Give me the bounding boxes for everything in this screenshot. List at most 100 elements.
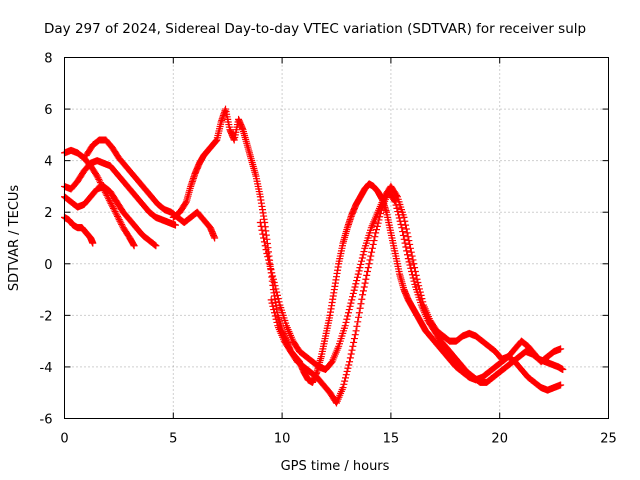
data-point [341, 322, 349, 330]
data-point [360, 248, 368, 256]
data-point [346, 354, 354, 362]
data-point [345, 361, 353, 369]
data-point [109, 204, 117, 212]
data-point [182, 199, 190, 207]
data-point [400, 213, 408, 221]
data-point [367, 252, 375, 260]
data-point [369, 240, 377, 248]
data-point [407, 264, 415, 272]
series-arc-1 [61, 213, 97, 247]
data-point [98, 182, 106, 190]
data-point [150, 240, 158, 248]
x-tick-label: 0 [60, 432, 68, 447]
data-point [260, 234, 268, 242]
data-point [557, 381, 565, 389]
y-tick-label: -2 [40, 309, 53, 324]
x-tick-labels: 0 5 10 15 20 25 [60, 432, 616, 447]
data-point [263, 249, 271, 257]
data-point [399, 231, 407, 239]
data-point [273, 291, 281, 299]
data-point [408, 271, 416, 279]
data-point [272, 315, 280, 323]
data-point [371, 233, 379, 241]
data-point [351, 283, 359, 291]
data-point [345, 306, 353, 314]
data-point [346, 302, 354, 310]
data-point [104, 193, 112, 201]
data-point [370, 237, 378, 245]
data-point [211, 234, 219, 242]
data-point [171, 221, 179, 229]
data-point [258, 226, 266, 234]
data-point [348, 296, 356, 304]
data-point [356, 264, 364, 272]
data-point [393, 204, 401, 212]
data-point [363, 271, 371, 279]
data-point [406, 261, 414, 269]
data-point [261, 242, 269, 250]
data-point [273, 318, 281, 326]
data-point [268, 269, 276, 277]
data-point [350, 286, 358, 294]
data-point [347, 299, 355, 307]
data-point [112, 209, 120, 217]
data-point [271, 312, 279, 320]
data-point [415, 285, 423, 293]
x-tick-label: 25 [600, 432, 617, 447]
data-point [403, 251, 411, 259]
y-tick-label: 2 [44, 206, 52, 221]
data-point [352, 327, 360, 335]
data-point [266, 262, 274, 270]
data-point [351, 331, 359, 339]
data-point [265, 259, 273, 267]
data-point [402, 243, 410, 251]
data-point [410, 260, 418, 268]
data-point [361, 279, 369, 287]
data-point [362, 275, 370, 283]
data-point [118, 220, 126, 228]
data-point [113, 211, 121, 219]
data-point [354, 270, 362, 278]
data-point [366, 256, 374, 264]
data-point [272, 285, 280, 293]
data-point [349, 289, 357, 297]
data-point [114, 212, 122, 220]
data-point [94, 174, 102, 182]
data-points [61, 105, 567, 407]
data-point [407, 248, 415, 256]
data-point [365, 260, 373, 268]
data-point [341, 374, 349, 382]
data-point [108, 201, 116, 209]
data-point [395, 214, 403, 222]
data-point [89, 239, 97, 247]
series-arc-5 [82, 136, 219, 242]
data-point [271, 282, 279, 290]
data-point [344, 309, 352, 317]
data-point [352, 280, 360, 288]
data-point [353, 273, 361, 281]
data-point [358, 295, 366, 303]
data-point [130, 242, 138, 250]
data-point [415, 282, 423, 290]
data-point [416, 288, 424, 296]
chart-title: Day 297 of 2024, Sidereal Day-to-day VTE… [44, 21, 586, 37]
data-point [355, 267, 363, 275]
data-point [107, 200, 115, 208]
series-arc-4 [61, 157, 179, 229]
data-point [101, 188, 109, 196]
data-point [344, 312, 352, 320]
data-point [102, 190, 110, 198]
data-point [400, 235, 408, 243]
data-point [343, 367, 351, 375]
data-point [372, 226, 380, 234]
data-point [342, 318, 350, 326]
data-point [399, 228, 407, 236]
data-point [110, 206, 118, 214]
data-point [96, 179, 104, 187]
data-point [256, 219, 264, 227]
data-point [267, 266, 275, 274]
data-point [405, 237, 413, 245]
data-point [557, 345, 565, 353]
data-point [398, 224, 406, 232]
